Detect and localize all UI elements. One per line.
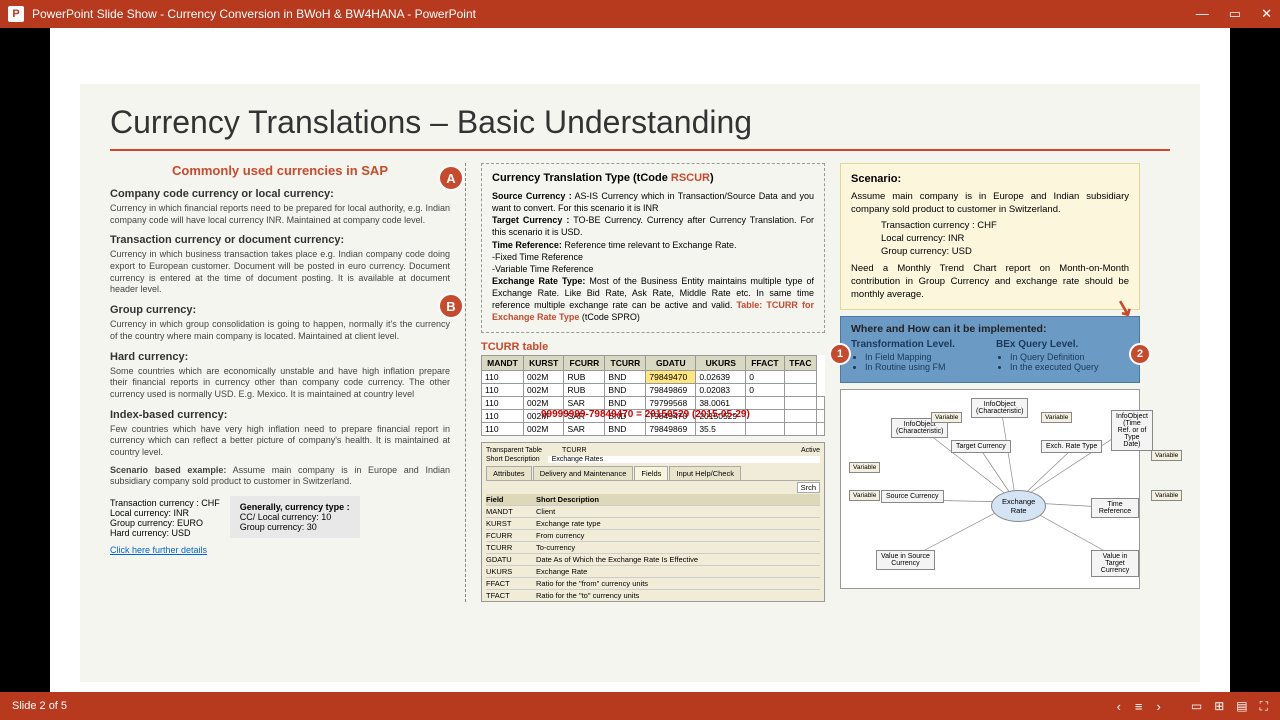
translation-type-box: Currency Translation Type (tCode RSCUR) … [481, 163, 825, 333]
body-text: Few countries which have very high infla… [110, 424, 450, 459]
scenario-label: Scenario based example: [110, 465, 226, 475]
search-field[interactable]: Srch [797, 482, 820, 493]
statusbar: Slide 2 of 5 ‹ ≡ › ▭ ⊞ ▤ ⛶ [0, 692, 1280, 720]
menu-button[interactable]: ≡ [1135, 699, 1143, 714]
tcurr-label: TCURR table [481, 341, 825, 353]
title-underline [110, 149, 1170, 151]
exchange-rate-diagram: InfoObject(Characteristic)InfoObject(Cha… [840, 389, 1140, 589]
subheading: Transaction currency or document currenc… [110, 234, 450, 246]
slide-area[interactable]: Currency Translations – Basic Understand… [0, 28, 1280, 692]
diagram-node: Value in TargetCurrency [1091, 550, 1139, 577]
subheading: Group currency: [110, 304, 450, 316]
slide-counter: Slide 2 of 5 [12, 700, 1117, 712]
maximize-button[interactable]: ▭ [1229, 6, 1241, 22]
subheading: Hard currency: [110, 351, 450, 363]
badge-a: A [438, 165, 464, 191]
tcurr-table: MANDTKURSTFCURRTCURRGDATUUKURSFFACTTFAC … [481, 355, 825, 436]
diagram-variable: Variable [1041, 412, 1072, 423]
implementation-box: ↘ Where and How can it be implemented: 1… [840, 316, 1140, 383]
powerpoint-icon: P [8, 6, 24, 22]
next-slide-button[interactable]: › [1157, 699, 1161, 714]
reading-view-button[interactable]: ▤ [1236, 699, 1247, 714]
badge-b: B [438, 293, 464, 319]
right-column: Scenario: Assume main company is in Euro… [840, 163, 1140, 602]
prev-slide-button[interactable]: ‹ [1117, 699, 1121, 714]
body-text: Currency in which group consolidation is… [110, 319, 450, 342]
diagram-node: InfoObject(Characteristic) [971, 398, 1028, 418]
sorter-view-button[interactable]: ⊞ [1214, 699, 1224, 714]
body-text: Currency in which financial reports need… [110, 203, 450, 226]
diagram-variable: Variable [1151, 490, 1182, 501]
close-button[interactable]: ✕ [1261, 6, 1272, 22]
diagram-node: Exch. Rate Type [1041, 440, 1102, 453]
diagram-node: InfoObject(Time Ref. or ofType Date) [1111, 410, 1153, 451]
slideshow-view-button[interactable]: ⛶ [1260, 699, 1268, 714]
left-header: Commonly used currencies in SAP [110, 163, 450, 178]
currency-list: Transaction currency : CHFLocal currency… [110, 498, 220, 538]
normal-view-button[interactable]: ▭ [1191, 699, 1202, 714]
diagram-variable: Variable [849, 462, 880, 473]
details-link[interactable]: Click here further details [110, 545, 207, 555]
diagram-node: Value in SourceCurrency [876, 550, 935, 570]
slide-title: Currency Translations – Basic Understand… [110, 104, 1170, 141]
titlebar: P PowerPoint Slide Show - Currency Conve… [0, 0, 1280, 28]
body-text: Some countries which are economically un… [110, 366, 450, 401]
diagram-node: Source Currency [881, 490, 944, 503]
diagram-variable: Variable [931, 412, 962, 423]
currency-type-box: Generally, currency type : CC/ Local cur… [230, 496, 360, 538]
sap-tab[interactable]: Input Help/Check [669, 466, 741, 480]
diagram-node: Time Reference [1091, 498, 1139, 518]
minimize-button[interactable]: — [1196, 6, 1209, 22]
window-title: PowerPoint Slide Show - Currency Convers… [32, 7, 1196, 21]
badge-2: 2 [1129, 343, 1151, 365]
sap-tab[interactable]: Attributes [486, 466, 532, 480]
sap-dictionary-box: Transparent Table TCURR Active Short Des… [481, 442, 825, 602]
sap-tab[interactable]: Delivery and Maintenance [533, 466, 634, 480]
sap-tab[interactable]: Fields [634, 466, 668, 480]
diagram-variable: Variable [849, 490, 880, 501]
diagram-variable: Variable [1151, 450, 1182, 461]
middle-column: A B Currency Translation Type (tCode RSC… [465, 163, 825, 602]
badge-1: 1 [829, 343, 851, 365]
subheading: Index-based currency: [110, 409, 450, 421]
slide: Currency Translations – Basic Understand… [50, 28, 1230, 692]
left-column: Commonly used currencies in SAP Company … [110, 163, 450, 602]
body-text: Currency in which business transaction t… [110, 249, 450, 296]
diagram-node: Target Currency [951, 440, 1011, 453]
scenario-box: Scenario: Assume main company is in Euro… [840, 163, 1140, 310]
diagram-center: ExchangeRate [991, 490, 1046, 522]
subheading: Company code currency or local currency: [110, 188, 450, 200]
